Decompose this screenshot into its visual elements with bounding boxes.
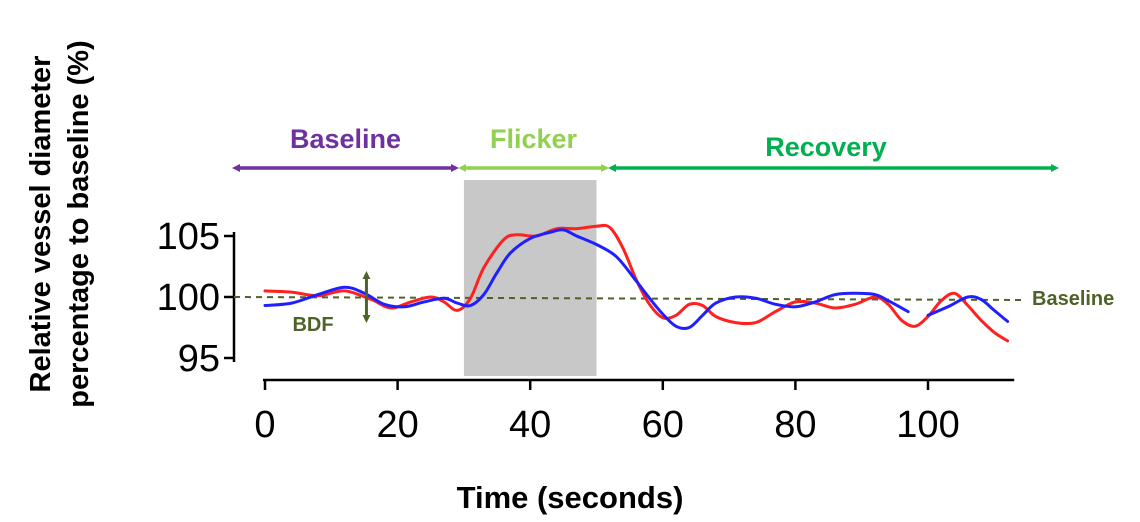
series-0-line-segment-0	[263, 223, 1010, 343]
y-axis-title-line-2: percentage to baseline (%)	[63, 40, 95, 407]
y-tick-label-1: 100	[157, 277, 220, 319]
phase-label-1: Flicker	[490, 124, 578, 154]
x-tick-label-3: 60	[642, 404, 684, 446]
series-1-line-segment-0	[263, 228, 910, 330]
series-1-line-segment-1	[926, 295, 1010, 323]
x-tick-label-5: 100	[896, 404, 959, 446]
x-tick-label-1: 20	[376, 404, 418, 446]
x-tick-label-0: 0	[254, 404, 275, 446]
baseline-dashed-line	[233, 296, 1023, 301]
y-tick-label-2: 105	[157, 216, 220, 258]
phase-label-2: Recovery	[765, 132, 887, 162]
flicker-shade	[463, 180, 597, 376]
x-tick-label-4: 80	[774, 404, 816, 446]
y-axis-title-line-1: Relative vessel diameter	[25, 56, 57, 393]
x-axis-title: Time (seconds)	[456, 480, 684, 515]
y-tick-label-0: 95	[178, 338, 220, 380]
bdf-label: BDF	[292, 314, 333, 336]
baseline-label: Baseline	[1032, 288, 1114, 310]
phase-label-0: Baseline	[290, 124, 401, 154]
x-tick-label-2: 40	[509, 404, 551, 446]
y-axis-title: Relative vessel diameter percentage to b…	[8, 14, 98, 434]
